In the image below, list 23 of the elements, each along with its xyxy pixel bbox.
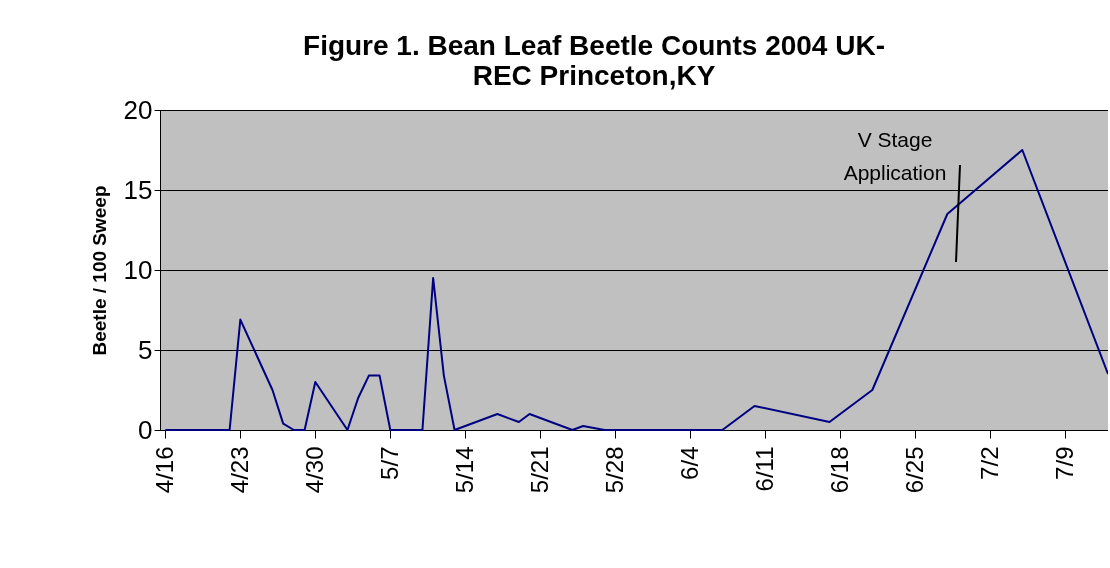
x-tick-label: 7/9 — [1050, 446, 1078, 480]
x-tick-label: 6/4 — [675, 446, 703, 480]
annotation: V Stage Application — [843, 128, 947, 184]
x-tick-label: 4/16 — [150, 446, 178, 494]
y-tick-label: 5 — [138, 334, 153, 365]
y-axis-title: Beetle / 100 Sweep — [88, 185, 110, 356]
x-tick-label: 4/23 — [225, 446, 253, 494]
x-tick-label: 5/7 — [375, 446, 403, 480]
x-tick-label: 7/2 — [975, 446, 1003, 480]
x-tick-label: 5/21 — [525, 446, 553, 494]
x-tick-label: 4/30 — [300, 446, 328, 494]
y-tick-label: 10 — [123, 254, 153, 285]
x-tick-label: 6/18 — [825, 446, 853, 494]
text: REC Princeton,KY — [472, 60, 716, 91]
y-tick-label: 15 — [123, 174, 153, 205]
y-tick-label: 20 — [123, 94, 153, 125]
x-tick-label: 5/28 — [600, 446, 628, 494]
line-series — [164, 149, 1108, 431]
x-tick-label: 6/11 — [750, 446, 778, 492]
x-tick-label: 6/25 — [900, 446, 928, 494]
y-tick-label: 0 — [138, 414, 153, 445]
text: Figure 1. Bean Leaf Beetle Counts 2004 UK- — [303, 30, 885, 61]
x-tick-label: 5/14 — [450, 446, 478, 494]
